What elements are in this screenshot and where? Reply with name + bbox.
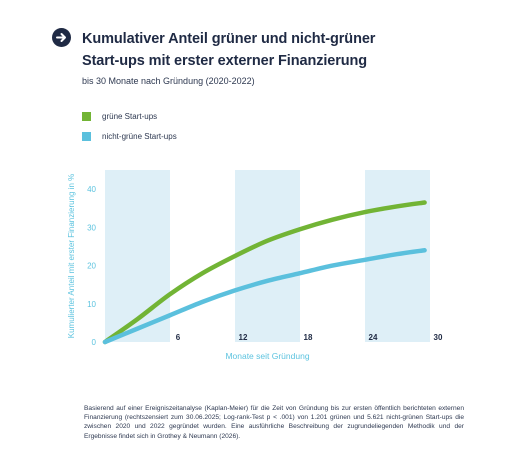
y-tick-label-2: 20 — [87, 262, 96, 271]
line-chart: 0 10 20 30 40 6 12 18 24 30 Monate seit Gründung Ku… — [67, 170, 443, 361]
legend-swatch-blue — [82, 132, 91, 141]
x-axis-label: Monate seit Gründung — [225, 351, 309, 361]
chart-subtitle: bis 30 Monate nach Gründung (2020-2022) — [82, 76, 255, 86]
y-tick-label-4: 40 — [87, 185, 96, 194]
legend-label-green: grüne Start-ups — [102, 112, 158, 121]
chart-title: Kumulativer Anteil grüner und nicht-grün… — [82, 28, 375, 72]
arrow-right-circle-icon — [52, 28, 71, 47]
footnote: Basierend auf einer Ereigniszeitanalyse … — [84, 405, 464, 440]
legend-label-blue: nicht-grüne Start-ups — [102, 132, 177, 141]
y-axis-label: Kumulierter Anteil mit erster Finanzieru… — [67, 174, 76, 339]
chart-title-line-1: Kumulativer Anteil grüner und nicht-grün… — [82, 31, 376, 47]
x-tick-label-3: 24 — [369, 333, 378, 342]
y-tick-label-3: 30 — [87, 223, 96, 232]
x-tick-label-4: 30 — [434, 333, 443, 342]
y-tick-label-0: 0 — [92, 338, 97, 347]
series-line-1 — [102, 248, 427, 345]
legend-item-blue: nicht-grüne Start-ups — [82, 132, 177, 141]
x-tick-label-0: 6 — [176, 333, 181, 342]
series-line-0 — [102, 200, 427, 345]
shaded-band-0 — [105, 170, 170, 342]
x-tick-label-2: 18 — [304, 333, 313, 342]
legend-item-green: grüne Start-ups — [82, 112, 157, 121]
y-tick-label-1: 10 — [87, 300, 96, 309]
x-tick-label-1: 12 — [239, 333, 248, 342]
chart-title-line-2: Start-ups mit erster externer Finanzieru… — [82, 53, 368, 69]
shaded-band-1 — [235, 170, 300, 342]
legend-swatch-green — [82, 112, 91, 121]
